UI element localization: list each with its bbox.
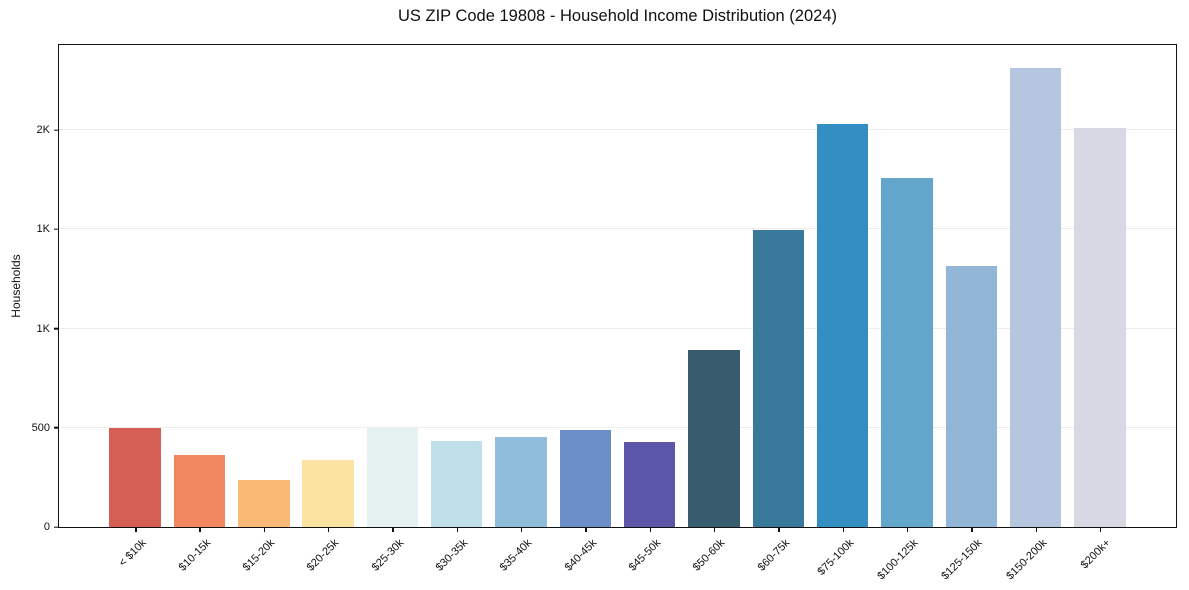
x-tick-label: $10-15k — [176, 537, 213, 574]
gridline — [59, 426, 1176, 428]
bar-slot: < $10k — [103, 45, 167, 569]
x-tick-mark — [585, 527, 587, 532]
y-axis-label: Households — [9, 254, 23, 318]
gridline — [59, 129, 1176, 131]
bar-slot: $15-20k — [232, 45, 296, 574]
bar-slot: $10-15k — [167, 45, 231, 574]
bar-slot: $45-50k — [618, 45, 682, 574]
bar — [495, 437, 547, 527]
x-tick-mark — [199, 527, 201, 532]
x-tick-label: $60-75k — [755, 537, 792, 574]
x-tick-label: $75-100k — [815, 537, 857, 578]
bar-slot: $100-125k — [875, 45, 939, 582]
x-tick-mark — [842, 527, 844, 532]
bar-slot: $200k+ — [1068, 45, 1132, 571]
bar — [559, 430, 612, 527]
y-tick-mark — [54, 129, 59, 131]
x-tick-mark — [392, 527, 394, 532]
x-tick-mark — [1035, 527, 1037, 532]
bar-slot: $30-35k — [425, 45, 489, 574]
bars-row: < $10k $10-15k $15-20k $20-25k $25-30k $30-35… — [59, 45, 1176, 582]
bar — [816, 124, 869, 527]
y-tick-label: 1K — [36, 322, 50, 335]
x-tick-mark — [263, 527, 266, 532]
bar-slot: $25-30k — [360, 45, 424, 574]
bar — [302, 459, 354, 527]
x-tick-mark — [971, 527, 973, 532]
x-tick-label: $50-60k — [690, 537, 728, 574]
bar — [881, 177, 933, 527]
bar-slot: $35-40k — [489, 45, 553, 574]
y-tick-label: 0 — [43, 521, 50, 533]
x-tick-label: $35-40k — [497, 537, 535, 574]
plot-area: < $10k $10-15k $15-20k $20-25k $25-30k $30-35… — [32, 44, 1177, 582]
y-tick-mark — [54, 526, 59, 528]
x-tick-label: $20-25k — [304, 537, 342, 574]
bar — [238, 480, 290, 527]
x-tick-mark — [649, 527, 652, 532]
bar-slot: $75-100k — [810, 45, 874, 578]
x-tick-label: $100-125k — [875, 537, 921, 583]
x-tick-mark — [778, 527, 780, 532]
bar — [623, 441, 676, 527]
y-tick-mark — [54, 228, 59, 231]
bar — [752, 230, 804, 527]
x-tick-label: $25-30k — [369, 537, 406, 574]
bar — [945, 265, 997, 527]
x-tick-label: < $10k — [116, 537, 149, 570]
bar-slot: $125-150k — [939, 45, 1003, 582]
y-tick-label: 500 — [31, 421, 50, 434]
bar — [173, 455, 226, 527]
x-tick-label: $45-50k — [626, 537, 664, 574]
bar — [431, 441, 483, 527]
x-tick-mark — [713, 527, 716, 532]
bar — [1009, 68, 1062, 527]
bar-slot: $40-45k — [553, 45, 617, 574]
bar-slot: $20-25k — [296, 45, 360, 574]
bar — [1074, 127, 1126, 527]
x-tick-label: $15-20k — [240, 537, 278, 574]
x-tick-label: $150-200k — [1003, 537, 1050, 583]
chart-title: US ZIP Code 19808 - Household Income Dis… — [397, 7, 837, 25]
bar — [688, 350, 740, 527]
gridline — [59, 327, 1176, 329]
bar-slot: $50-60k — [682, 45, 746, 574]
x-tick-label: $40-45k — [562, 537, 599, 574]
bar — [366, 428, 419, 527]
gridline — [59, 228, 1176, 230]
bar-slot: $150-200k — [1003, 45, 1067, 582]
x-tick-label: $200k+ — [1079, 537, 1114, 572]
bar-slot: $60-75k — [746, 45, 810, 574]
y-tick-label: 1K — [36, 223, 50, 236]
x-tick-mark — [328, 527, 330, 532]
y-tick-mark — [54, 327, 59, 330]
x-tick-label: $30-35k — [433, 537, 471, 574]
x-tick-mark — [456, 527, 459, 532]
x-tick-mark — [135, 527, 137, 532]
bar — [109, 428, 161, 527]
x-tick-mark — [906, 527, 909, 532]
x-tick-mark — [521, 527, 523, 532]
y-tick-mark — [54, 427, 59, 429]
x-tick-mark — [1099, 527, 1102, 532]
y-tick-label: 2K — [36, 124, 50, 137]
x-tick-label: $125-150k — [939, 537, 985, 583]
